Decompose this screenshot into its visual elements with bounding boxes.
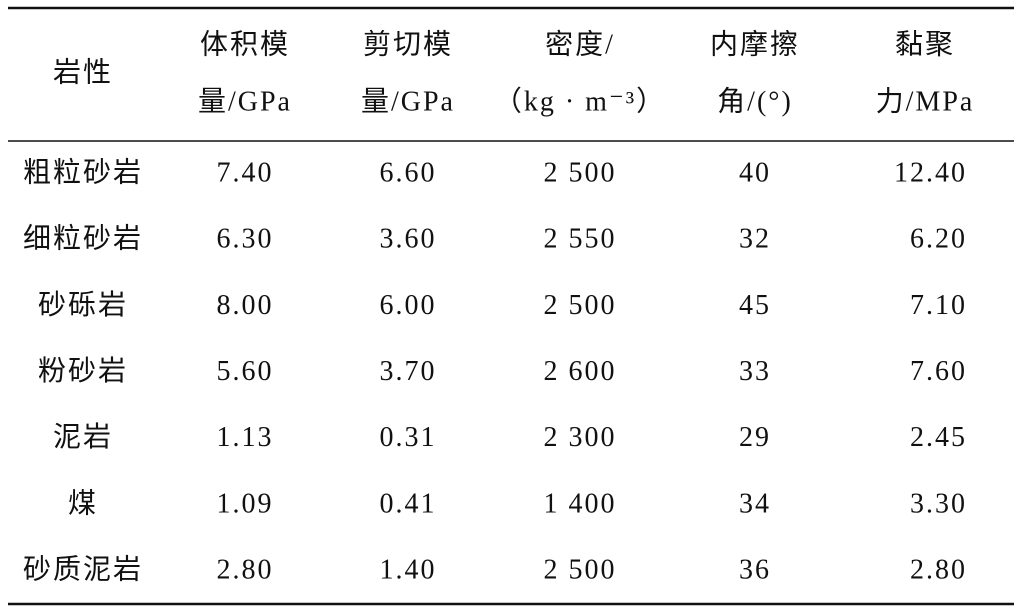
- cell: 2 550: [544, 224, 617, 255]
- cell: 6.00: [380, 290, 437, 321]
- header-cell: 密度/: [545, 28, 615, 60]
- cell: 2 500: [544, 157, 617, 188]
- row-label: 煤: [68, 487, 98, 519]
- header-cell: 量/GPa: [361, 86, 455, 117]
- cell: 2 500: [544, 555, 617, 586]
- cell: 3.70: [380, 356, 437, 387]
- cell: 7.10: [910, 290, 967, 321]
- header-cell: 力/MPa: [876, 85, 975, 117]
- cell: 0.41: [380, 488, 437, 519]
- cell: 8.00: [217, 290, 274, 321]
- cell: 32: [739, 224, 771, 255]
- cell: 7.40: [217, 157, 274, 188]
- cell: 34: [739, 488, 771, 519]
- cell: 40: [739, 157, 771, 188]
- cell: 6.60: [380, 157, 437, 188]
- cell: 6.20: [910, 224, 967, 255]
- cell: 1.40: [380, 555, 437, 586]
- cell: 5.60: [217, 356, 274, 387]
- cell: 29: [739, 422, 771, 453]
- cell: 12.40: [894, 157, 967, 188]
- row-label: 砂质泥岩: [23, 554, 143, 586]
- cell: 45: [739, 290, 771, 321]
- cell: 7.60: [910, 356, 967, 387]
- cell: 2 600: [544, 356, 617, 387]
- row-label: 细粒砂岩: [23, 223, 143, 255]
- row-label: 泥岩: [53, 421, 113, 453]
- row-label: 粗粒砂岩: [23, 156, 143, 188]
- header-cell: 黏聚: [895, 28, 955, 60]
- row-label: 砂砾岩: [38, 289, 128, 321]
- cell: 6.30: [217, 224, 274, 255]
- cell: 3.30: [910, 488, 967, 519]
- cell: 1.13: [217, 422, 274, 453]
- cell: 1 400: [544, 488, 617, 519]
- header-cell: （kg · m⁻³）: [494, 85, 666, 117]
- row-label: 粉砂岩: [38, 355, 128, 387]
- header-cell: 量/GPa: [198, 86, 292, 117]
- cell: 2 500: [544, 290, 617, 321]
- header-cell: 内摩擦: [710, 28, 800, 60]
- cell: 1.09: [217, 488, 274, 519]
- cell: 2.45: [910, 422, 967, 453]
- cell: 2.80: [217, 555, 274, 586]
- cell: 3.60: [380, 224, 437, 255]
- cell: 2 300: [544, 422, 617, 453]
- cell: 36: [739, 555, 771, 586]
- cell: 2.80: [910, 555, 967, 586]
- header-cell: 体积模: [200, 28, 290, 60]
- cell: 0.31: [380, 422, 437, 453]
- cell: 33: [739, 356, 771, 387]
- header-cell: 岩性: [53, 56, 113, 88]
- header-cell: 角/(°): [717, 85, 793, 117]
- header-cell: 剪切模: [363, 28, 453, 60]
